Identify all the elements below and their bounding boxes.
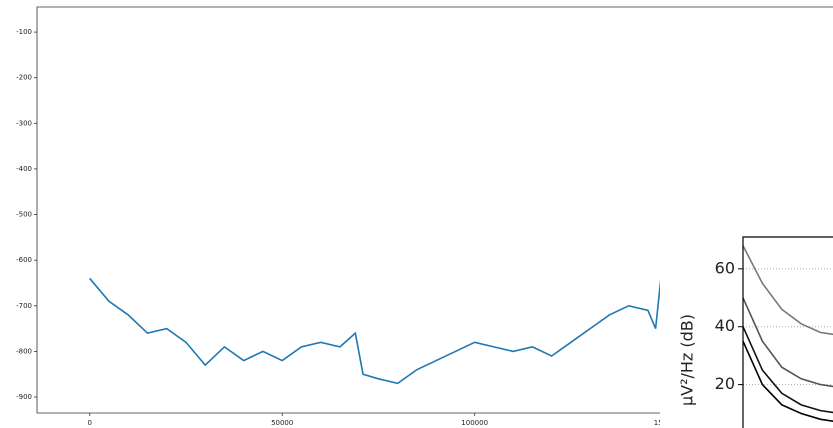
x-tick-label: 100000 — [461, 419, 488, 427]
y-tick-label: -700 — [16, 302, 32, 310]
y-axis-label: µV²/Hz (dB) — [678, 314, 697, 406]
data-line — [742, 326, 833, 414]
y-tick-label: -400 — [16, 165, 32, 173]
inset-chart: 20 40 60 µV²/Hz (dB) — [660, 236, 833, 428]
y-tick-label: 20 — [715, 374, 735, 393]
data-line — [89, 241, 833, 385]
x-tick-label: 0 — [88, 419, 92, 427]
y-tick-label: -600 — [16, 256, 32, 264]
y-tick-label: -800 — [16, 347, 32, 355]
axes-frame — [36, 6, 833, 414]
y-tick-label: -200 — [16, 74, 32, 82]
y-tick-label: -100 — [16, 28, 32, 36]
y-tick-label: -300 — [16, 119, 32, 127]
inset-frame — [742, 236, 833, 428]
data-line — [742, 340, 833, 422]
data-line — [742, 245, 833, 336]
data-line — [742, 297, 833, 388]
y-tick-label: -500 — [16, 211, 32, 219]
y-tick-label: 60 — [715, 258, 735, 277]
y-tick-label: -900 — [16, 393, 32, 401]
y-tick-label: 40 — [715, 316, 735, 335]
x-tick-label: 50000 — [271, 419, 293, 427]
